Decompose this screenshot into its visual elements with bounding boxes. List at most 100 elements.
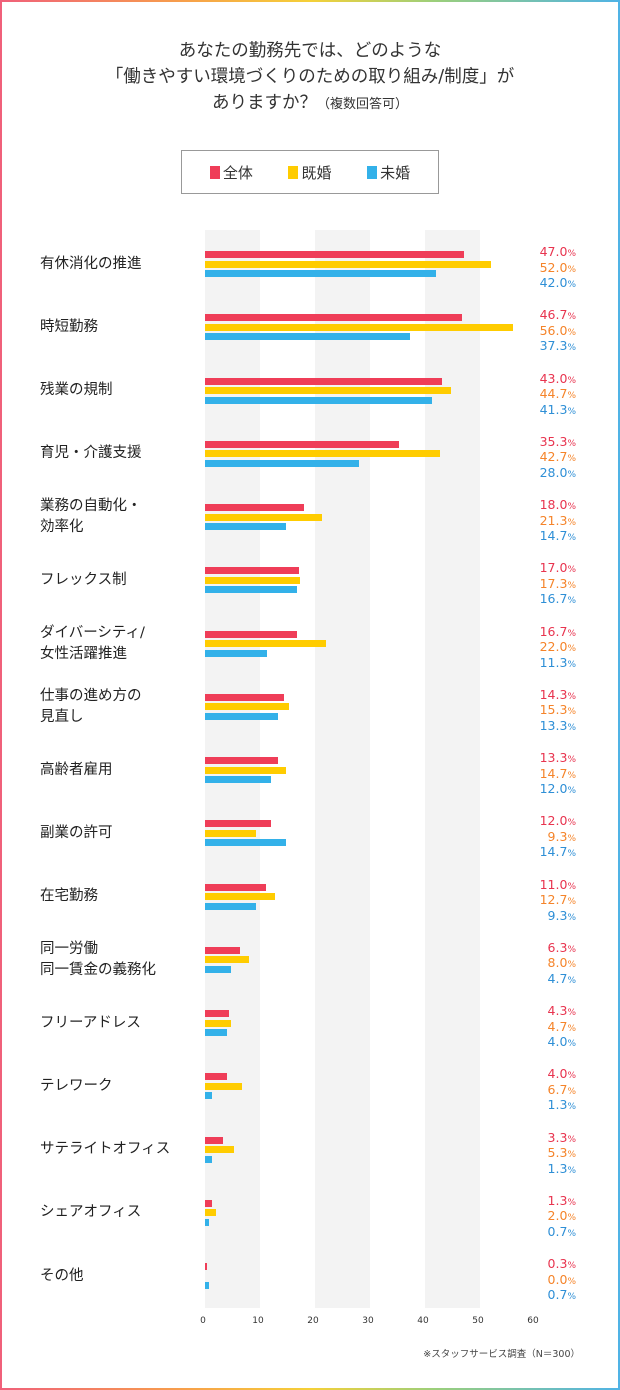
value-unit: % xyxy=(567,533,576,543)
value-number: 17.3 xyxy=(539,575,568,591)
value-unit: % xyxy=(567,960,576,971)
bar-unmarried xyxy=(205,1155,213,1163)
category-label: 残業の規制 xyxy=(40,382,113,398)
bar-unmarried xyxy=(205,1092,213,1100)
category-label: 在宅勤務 xyxy=(40,888,98,904)
value-unit: % xyxy=(567,280,576,290)
legend-item-all: 全体 xyxy=(209,162,253,183)
bar-all xyxy=(205,757,279,764)
value-label: 1.3% xyxy=(548,1193,576,1212)
title-line-2: 「働きやすい環境づくりのための取り組み/制度」が xyxy=(105,67,515,87)
category-label: テレワーク xyxy=(40,1077,113,1094)
value-unit: % xyxy=(567,1071,576,1082)
legend: 全体 既婚 未婚 xyxy=(181,150,439,194)
bar-all xyxy=(205,1263,207,1270)
legend-item-married: 既婚 xyxy=(288,162,331,183)
bar-married xyxy=(205,956,249,964)
value-number: 18.0 xyxy=(539,497,568,512)
value-number: 9.3 xyxy=(547,907,568,923)
bar-all xyxy=(205,504,304,511)
value-label: 4.0% xyxy=(548,1066,576,1085)
x-tick-label: 60 xyxy=(527,1316,539,1326)
bar-married xyxy=(205,513,323,521)
value-label: 35.3% xyxy=(540,434,576,453)
value-unit: % xyxy=(567,1102,576,1113)
value-number: 13.3 xyxy=(539,750,568,765)
value-label: 12.0% xyxy=(540,781,576,800)
value-unit: % xyxy=(567,1150,576,1160)
value-unit: % xyxy=(567,897,576,907)
value-number: 43.0 xyxy=(539,370,568,386)
bar-married xyxy=(205,640,326,647)
value-unit: % xyxy=(567,1039,576,1049)
bar-all xyxy=(205,946,240,954)
bar-all xyxy=(205,440,400,448)
value-label: 56.0% xyxy=(540,323,576,342)
value-label: 0.0% xyxy=(548,1272,576,1291)
category-label: 副業の許可 xyxy=(40,824,113,841)
legend-item-unmarried: 未婚 xyxy=(367,162,410,183)
title-line-1: あなたの勤務先では、どのような xyxy=(178,41,442,61)
value-label: 21.3% xyxy=(540,513,576,532)
bar-married xyxy=(205,1082,242,1090)
value-label: 4.7% xyxy=(548,1019,576,1038)
value-unit: % xyxy=(567,1086,576,1097)
value-number: 42.0 xyxy=(539,275,568,290)
value-unit: % xyxy=(567,264,576,275)
x-tick-label: 30 xyxy=(362,1316,374,1326)
bar-married xyxy=(205,260,491,268)
value-unit: % xyxy=(567,438,576,449)
bar-married xyxy=(205,893,275,900)
value-number: 47.0 xyxy=(539,244,568,259)
value-label: 12.7% xyxy=(540,892,576,911)
value-unit: % xyxy=(567,312,576,323)
value-unit: % xyxy=(567,818,576,829)
value-unit: % xyxy=(567,1292,576,1302)
value-unit: % xyxy=(567,755,576,765)
value-unit: % xyxy=(567,881,576,892)
bar-all xyxy=(205,1199,213,1207)
value-number: 12.0 xyxy=(539,781,568,796)
value-label: 11.3% xyxy=(540,655,576,674)
value-unit: % xyxy=(567,1276,576,1287)
value-unit: % xyxy=(567,596,576,607)
value-number: 42.7 xyxy=(539,449,568,465)
value-number: 35.3 xyxy=(539,433,568,449)
category-label: フリーアドレス xyxy=(40,1014,141,1031)
value-number: 17.0 xyxy=(539,560,568,576)
value-label: 13.3% xyxy=(540,750,576,769)
value-label: 41.3% xyxy=(540,402,576,421)
value-number: 14.7 xyxy=(539,528,568,543)
category-label: シェアオフィス xyxy=(40,1204,142,1221)
value-unit: % xyxy=(567,770,576,781)
value-unit: % xyxy=(567,1197,576,1208)
value-number: 52.0 xyxy=(539,259,568,275)
value-label: 14.3% xyxy=(540,687,576,706)
category-label: 業務の自動化・ 効率化 xyxy=(40,498,142,535)
value-label: 2.0% xyxy=(548,1208,576,1227)
title-note: （複数回答可） xyxy=(316,97,408,112)
value-number: 3.3 xyxy=(547,1129,568,1145)
chart-title: あなたの勤務先では、どのような 「働きやすい環境づくりのための取り組み/制度」が… xyxy=(0,38,620,118)
bar-all xyxy=(205,820,271,828)
value-number: 13.3 xyxy=(539,717,568,733)
value-number: 1.3 xyxy=(547,1097,568,1113)
value-label: 37.3% xyxy=(540,338,576,357)
value-number: 11.0 xyxy=(539,876,568,892)
value-unit: % xyxy=(567,517,576,528)
bar-unmarried xyxy=(205,586,297,594)
value-number: 4.7 xyxy=(547,970,568,986)
legend-swatch xyxy=(367,165,378,179)
category-label: 高齢者雇用 xyxy=(40,761,113,778)
category-label: 同一労働 同一賃金の義務化 xyxy=(40,940,156,978)
value-number: 14.3 xyxy=(539,686,568,702)
value-number: 14.7 xyxy=(539,844,568,860)
value-number: 12.7 xyxy=(539,892,568,907)
value-label: 0.7% xyxy=(548,1287,576,1306)
value-number: 9.3 xyxy=(547,828,568,844)
value-label: 5.3% xyxy=(548,1145,576,1164)
value-label: 13.3% xyxy=(540,718,576,737)
bar-married xyxy=(205,766,286,774)
bar-unmarried xyxy=(205,1282,209,1289)
value-unit: % xyxy=(567,327,576,338)
